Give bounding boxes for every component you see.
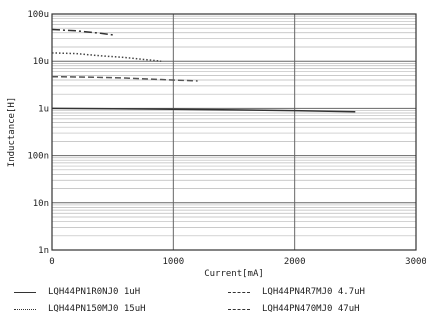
plot-area bbox=[52, 14, 416, 250]
x-tick-label: 2000 bbox=[284, 257, 306, 267]
y-tick-label: 100u bbox=[27, 10, 49, 20]
y-tick-label: 10n bbox=[33, 199, 49, 209]
legend-item-1: LQH44PN1R0NJ0 1uH bbox=[14, 287, 140, 297]
legend-label-3: LQH44PN150MJ0 15uH bbox=[48, 304, 146, 314]
legend-swatch-dashed bbox=[228, 291, 250, 293]
legend-item-3: LQH44PN150MJ0 15uH bbox=[14, 304, 146, 314]
x-tick-label: 1000 bbox=[162, 257, 184, 267]
legend-swatch-dotted bbox=[14, 308, 36, 310]
legend-item-2: LQH44PN4R7MJ0 4.7uH bbox=[228, 287, 365, 297]
x-tick-label: 0 bbox=[49, 257, 54, 267]
legend-item-4: LQH44PN470MJ0 47uH bbox=[228, 304, 360, 314]
x-axis-label: Current[mA] bbox=[204, 269, 264, 279]
legend-label-4: LQH44PN470MJ0 47uH bbox=[262, 304, 360, 314]
series-line-3 bbox=[51, 52, 162, 62]
legend-swatch-dashdot bbox=[228, 308, 250, 310]
plot-frame bbox=[51, 13, 417, 251]
legend-label-2: LQH44PN4R7MJ0 4.7uH bbox=[262, 287, 365, 297]
series-line-2 bbox=[51, 75, 198, 82]
series-line-1 bbox=[51, 107, 356, 113]
legend-label-1: LQH44PN1R0NJ0 1uH bbox=[48, 287, 141, 297]
legend-swatch-solid bbox=[14, 291, 36, 293]
y-tick-label: 10u bbox=[33, 57, 49, 67]
y-tick-label: 1n bbox=[38, 246, 49, 256]
y-tick-label: 100n bbox=[27, 152, 49, 162]
series-line-4 bbox=[51, 28, 113, 36]
y-tick-label: 1u bbox=[38, 104, 49, 114]
x-tick-label: 3000 bbox=[405, 257, 426, 267]
y-axis-label: Inductance[H] bbox=[7, 97, 17, 167]
